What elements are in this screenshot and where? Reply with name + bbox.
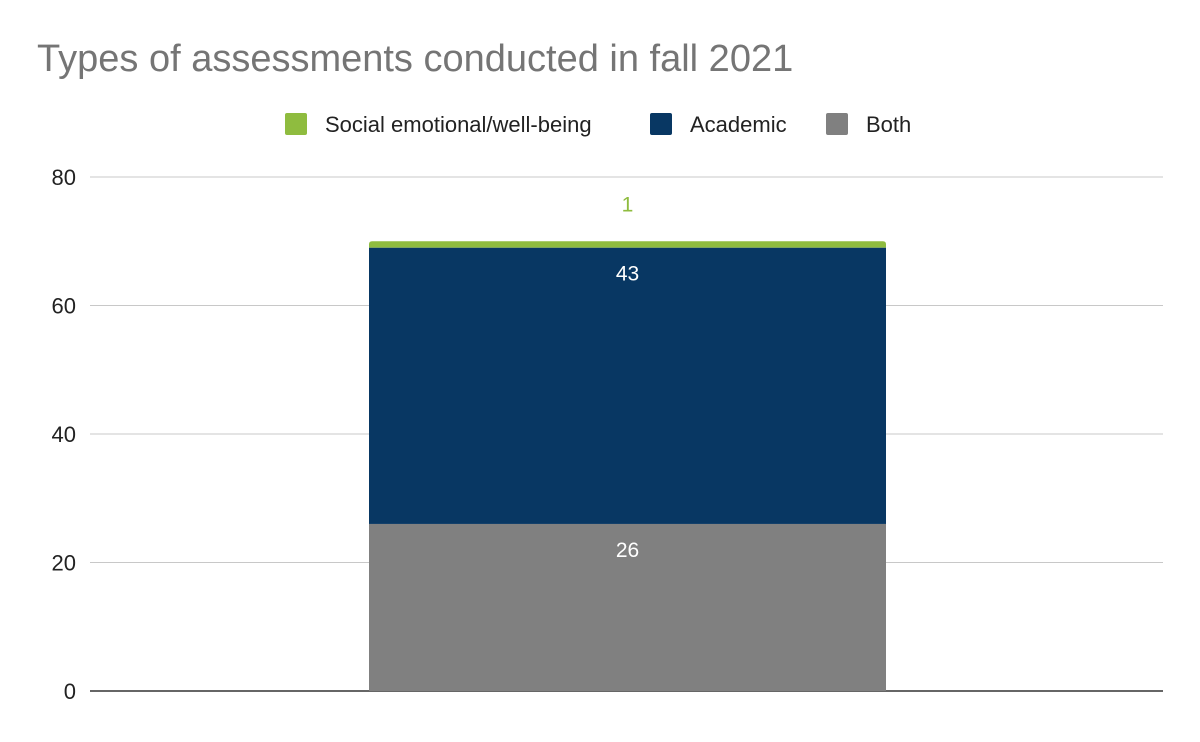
bar-segment-academic bbox=[369, 247, 886, 524]
legend: Social emotional/well-being Academic Both bbox=[285, 112, 911, 137]
legend-swatch bbox=[650, 113, 672, 135]
y-axis-ticks: 0 20 40 60 80 bbox=[52, 165, 76, 704]
data-label: 43 bbox=[616, 263, 639, 286]
legend-label: Academic bbox=[690, 112, 787, 137]
bar-segment-social-emotional-well-being bbox=[369, 241, 886, 248]
data-label: 26 bbox=[616, 539, 639, 562]
data-label: 1 bbox=[622, 193, 634, 216]
stacked-bar bbox=[369, 241, 886, 691]
bar-segment-both bbox=[369, 523, 886, 691]
chart-title: Types of assessments conducted in fall 2… bbox=[37, 38, 794, 80]
data-labels: 26 43 1 bbox=[616, 193, 639, 562]
y-tick-label: 20 bbox=[52, 551, 76, 576]
legend-label: Social emotional/well-being bbox=[325, 112, 592, 137]
y-tick-label: 40 bbox=[52, 422, 76, 447]
y-tick-label: 0 bbox=[64, 679, 76, 704]
legend-label: Both bbox=[866, 112, 911, 137]
legend-swatch bbox=[826, 113, 848, 135]
y-tick-label: 80 bbox=[52, 165, 76, 190]
legend-swatch bbox=[285, 113, 307, 135]
y-tick-label: 60 bbox=[52, 294, 76, 319]
